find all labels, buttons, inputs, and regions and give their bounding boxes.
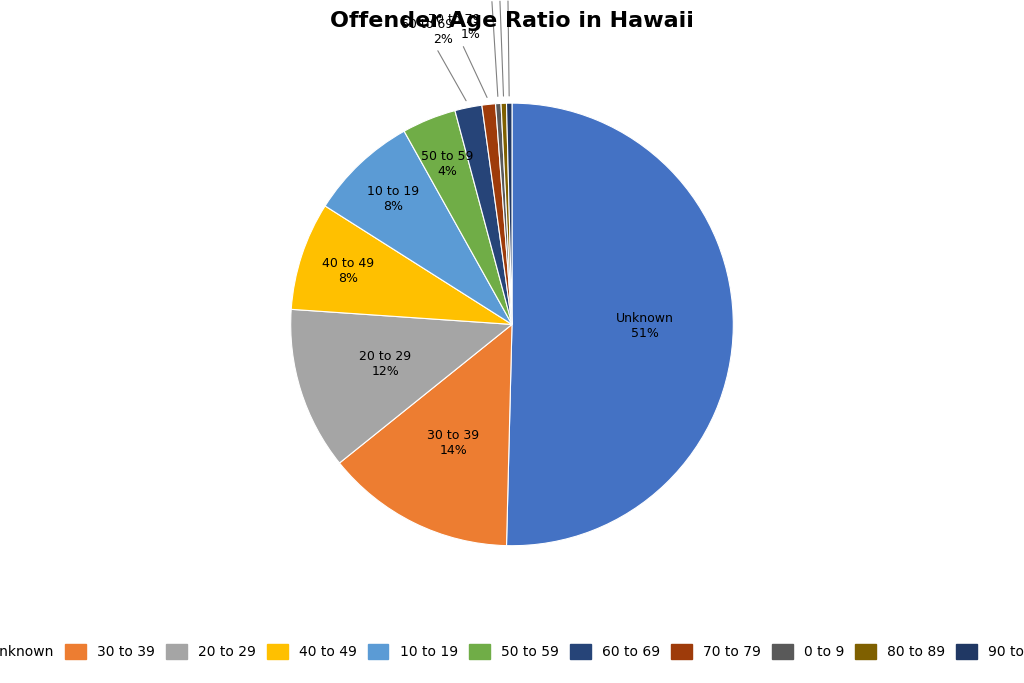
- Wedge shape: [404, 111, 512, 324]
- Wedge shape: [340, 324, 512, 546]
- Text: 30 to 39
14%: 30 to 39 14%: [427, 430, 479, 458]
- Text: 90 to Older
0%: 90 to Older 0%: [472, 0, 543, 96]
- Wedge shape: [507, 103, 733, 546]
- Text: 70 to 79
1%: 70 to 79 1%: [428, 14, 487, 98]
- Text: 40 to 49
8%: 40 to 49 8%: [322, 257, 374, 285]
- Wedge shape: [496, 103, 512, 324]
- Title: Offender Age Ratio in Hawaii: Offender Age Ratio in Hawaii: [330, 11, 694, 31]
- Text: 60 to 69
2%: 60 to 69 2%: [401, 18, 466, 100]
- Text: 80 to 89
0%: 80 to 89 0%: [473, 0, 525, 96]
- Wedge shape: [291, 206, 512, 324]
- Wedge shape: [501, 103, 512, 324]
- Wedge shape: [507, 103, 512, 324]
- Wedge shape: [291, 309, 512, 463]
- Wedge shape: [455, 105, 512, 324]
- Text: 50 to 59
4%: 50 to 59 4%: [421, 150, 473, 178]
- Text: Unknown
51%: Unknown 51%: [615, 312, 674, 340]
- Text: 20 to 29
12%: 20 to 29 12%: [359, 350, 412, 378]
- Legend: Unknown, 30 to 39, 20 to 29, 40 to 49, 10 to 19, 50 to 59, 60 to 69, 70 to 79, 0: Unknown, 30 to 39, 20 to 29, 40 to 49, 1…: [0, 637, 1024, 666]
- Text: 0 to 9
0%: 0 to 9 0%: [472, 0, 509, 96]
- Text: 10 to 19
8%: 10 to 19 8%: [368, 185, 420, 213]
- Wedge shape: [482, 104, 512, 324]
- Wedge shape: [325, 131, 512, 324]
